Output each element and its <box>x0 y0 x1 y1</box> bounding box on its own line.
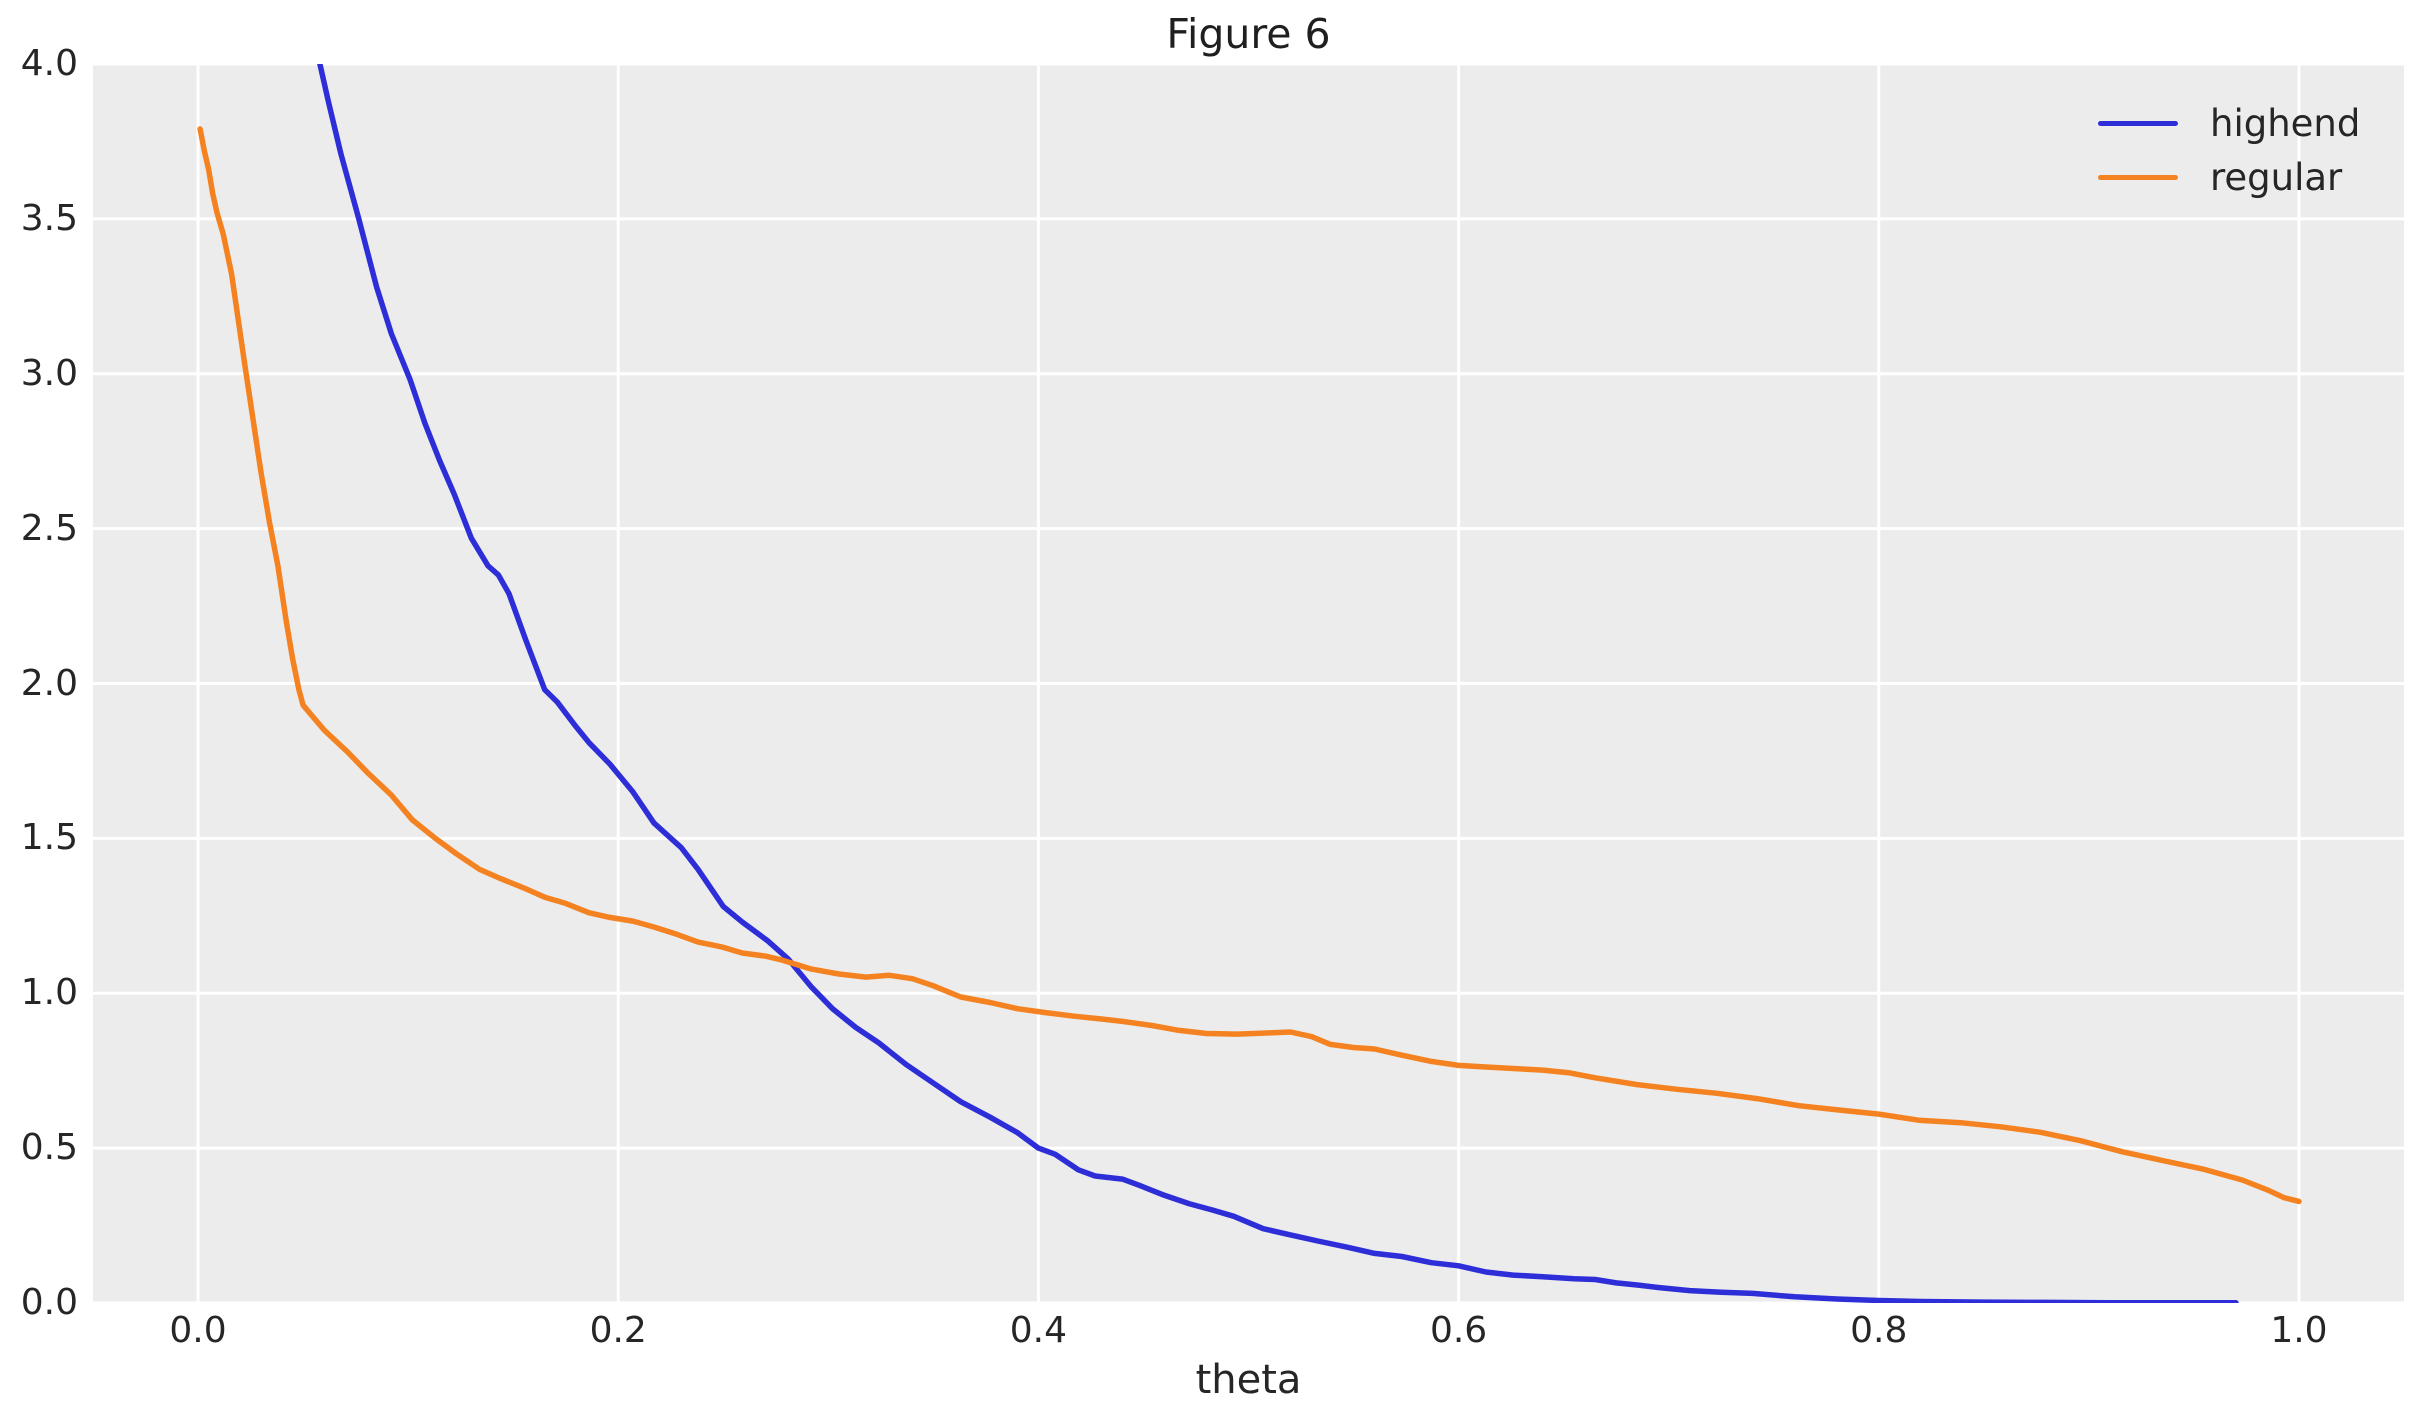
y-tick-label: 0.5 <box>20 1127 78 1169</box>
y-tick-label: 4.0 <box>20 43 78 84</box>
x-tick-label: 1.0 <box>2270 1310 2328 1351</box>
line-highend <box>317 64 2239 1303</box>
x-axis-label: theta <box>1195 1357 1302 1403</box>
legend-line-swatch-highend <box>2098 120 2178 126</box>
legend-line-swatch-regular <box>2098 174 2178 180</box>
y-tick-label: 1.5 <box>20 817 78 859</box>
y-tick-label: 3.5 <box>20 197 78 239</box>
x-tick-label: 0.2 <box>589 1310 647 1351</box>
x-tick-label: 0.8 <box>1850 1310 1908 1351</box>
legend-item-regular: regular <box>2098 150 2360 204</box>
y-tick-label: 2.0 <box>20 662 78 704</box>
legend-label-regular: regular <box>2210 155 2343 199</box>
chart-title: Figure 6 <box>1166 10 1331 58</box>
x-tick-label: 0.6 <box>1429 1310 1488 1351</box>
legend-label-highend: highend <box>2210 101 2361 145</box>
y-tick-label: 0.0 <box>20 1282 78 1323</box>
line-regular <box>197 126 2302 1205</box>
y-tick-label: 1.0 <box>20 972 78 1014</box>
y-tick-label: 3.0 <box>20 352 78 394</box>
x-tick-label: 0.4 <box>1009 1310 1068 1351</box>
legend-item-highend: highend <box>2098 96 2360 150</box>
x-tick-label: 0.0 <box>169 1310 227 1351</box>
y-tick-label: 2.5 <box>20 507 78 549</box>
legend: highend regular <box>2098 96 2360 204</box>
